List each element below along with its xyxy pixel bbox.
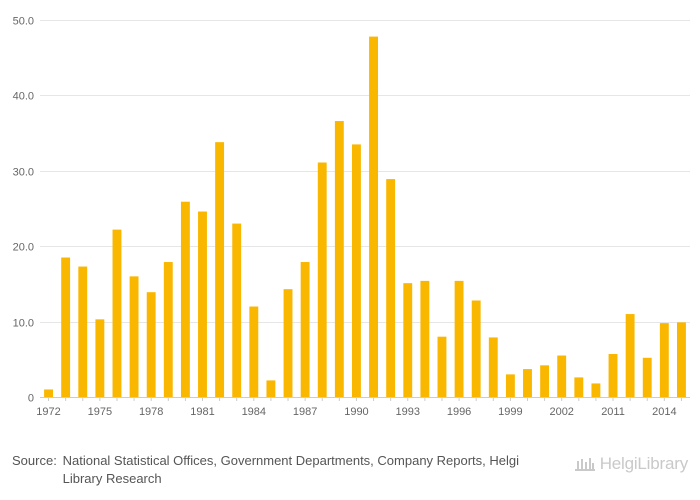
y-tick-label: 40.0 (13, 91, 34, 103)
y-tick-label: 20.0 (13, 242, 34, 254)
source-note: Source: National Statistical Offices, Go… (12, 452, 552, 488)
x-tick-label: 1972 (36, 406, 60, 418)
bar[interactable] (95, 319, 105, 397)
bar[interactable] (283, 289, 293, 397)
bar[interactable] (523, 369, 532, 397)
x-tick-label: 1990 (344, 406, 368, 418)
bar[interactable] (61, 257, 71, 397)
bar[interactable] (591, 383, 601, 397)
bar[interactable] (317, 162, 327, 397)
bar[interactable] (334, 121, 344, 397)
x-tick-label: 1993 (396, 406, 420, 418)
x-tick-label: 2011 (601, 406, 625, 418)
bar[interactable] (505, 374, 515, 397)
source-label: Source: (12, 453, 57, 468)
bar[interactable] (420, 280, 430, 397)
bar[interactable] (574, 377, 584, 397)
bar[interactable] (300, 262, 310, 397)
bar[interactable] (437, 336, 447, 397)
bar[interactable] (44, 389, 53, 397)
x-tick-label: 1975 (88, 406, 112, 418)
bar[interactable] (540, 365, 550, 397)
bar-chart: 0 10.0 20.0 30.0 40.0 50.0 1972 1975 1978 1981 198… (13, 16, 690, 418)
x-tick-label: 1978 (139, 406, 163, 418)
library-icon (574, 458, 595, 471)
bar[interactable] (112, 229, 122, 397)
bar[interactable] (488, 337, 498, 397)
bar[interactable] (659, 323, 669, 397)
bar[interactable] (625, 314, 635, 397)
x-tick-label: 1999 (498, 406, 522, 418)
bar[interactable] (215, 142, 225, 397)
x-tick-label: 1981 (190, 406, 214, 418)
bar[interactable] (78, 266, 88, 397)
x-tick-label: 1984 (242, 406, 266, 418)
logo-text: HelgiLibrary (599, 454, 689, 473)
bar[interactable] (249, 306, 259, 397)
bar[interactable] (386, 179, 396, 397)
x-tick-label: 1987 (293, 406, 317, 418)
x-tick-label: 2014 (652, 406, 676, 418)
bar[interactable] (163, 262, 173, 397)
bar[interactable] (146, 292, 156, 397)
y-tick-label: 0 (28, 393, 34, 405)
bar[interactable] (198, 211, 207, 397)
bar[interactable] (266, 380, 276, 397)
bar[interactable] (180, 201, 190, 397)
bar[interactable] (369, 36, 378, 398)
bar[interactable] (129, 276, 139, 397)
bar[interactable] (557, 355, 567, 397)
footer: Source: National Statistical Offices, Go… (0, 420, 700, 500)
bar[interactable] (352, 144, 361, 397)
y-tick-label: 30.0 (13, 167, 34, 179)
bar[interactable] (471, 300, 481, 397)
bar[interactable] (403, 283, 413, 397)
bar[interactable] (677, 322, 686, 397)
source-text: National Statistical Offices, Government… (62, 453, 520, 486)
x-tick-label: 1996 (447, 406, 471, 418)
bar[interactable] (608, 354, 618, 397)
bar[interactable] (454, 280, 464, 397)
bar[interactable] (642, 357, 652, 397)
helgi-library-logo[interactable]: HelgiLibrary (574, 454, 688, 474)
bar[interactable] (232, 223, 242, 397)
y-tick-label: 10.0 (13, 318, 34, 330)
x-tick-label: 2002 (549, 406, 573, 418)
y-tick-label: 50.0 (13, 16, 34, 28)
